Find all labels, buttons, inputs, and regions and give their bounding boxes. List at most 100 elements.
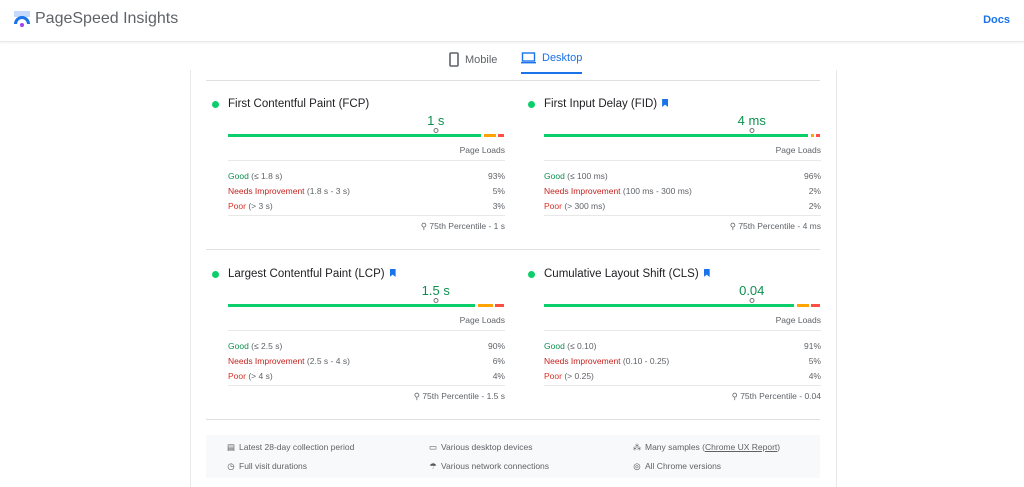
distribution-segment [544,304,795,307]
category-range: (> 0.25) [564,371,594,381]
distribution-segment [484,134,496,137]
category-range: (100 ms - 300 ms) [622,186,692,196]
divider [544,330,821,331]
category-range: (2.5 s - 4 s) [306,356,350,366]
category-range: (≤ 0.10) [567,341,597,351]
distribution-segment [816,134,820,137]
distribution-row: Good (≤ 2.5 s) 90% [228,341,505,351]
tab-label: Mobile [465,53,498,66]
status-dot-icon [212,101,219,108]
distribution-row: Poor (> 0.25) 4% [544,371,821,381]
category-label: Poor [544,371,562,381]
metric-value: 0.04 [739,283,765,298]
page-loads-label: Page Loads [775,315,821,325]
divider [190,70,191,487]
category-percent: 4% [808,371,821,381]
category-percent: 4% [492,371,505,381]
category-label: Poor [228,201,246,211]
info-text: Latest 28-day collection period [239,442,355,452]
category-percent: 5% [492,186,505,196]
category-label: Poor [228,371,246,381]
category-label: Needs Improvement [228,356,305,366]
page-loads-label: Page Loads [775,145,821,155]
status-dot-icon [212,271,219,278]
metric-value: 1.5 s [421,283,450,298]
percentile-marker-icon [433,128,439,133]
metric-title-text: First Input Delay (FID) [544,98,658,110]
metric-card: Cumulative Layout Shift (CLS) 0.04 Page … [522,268,821,401]
percentile-text: 75th Percentile - 1 s [429,221,505,231]
distribution-row: Needs Improvement (0.10 - 0.25) 5% [544,356,821,366]
distribution-row: Poor (> 3 s) 3% [228,201,505,211]
percentile-label: ⚲ 75th Percentile - 1 s [421,221,505,232]
category-percent: 2% [808,186,821,196]
tab-label: Desktop [542,52,583,64]
category-range: (≤ 2.5 s) [251,341,283,351]
divider [206,249,820,250]
percentile-label: ⚲ 75th Percentile - 0.04 [732,391,821,402]
divider [228,160,505,161]
category-label: Good [228,171,249,181]
distribution-row: Good (≤ 100 ms) 96% [544,171,821,181]
info-text: Various desktop devices [441,442,533,452]
distribution-bar [544,128,821,137]
metric-title: Cumulative Layout Shift (CLS) [544,268,710,280]
docs-link[interactable]: Docs [983,14,1010,26]
distribution-row: Poor (> 4 s) 4% [228,371,505,381]
bookmark-icon[interactable] [662,99,669,107]
category-percent: 3% [492,201,505,211]
category-percent: 93% [487,171,505,181]
divider [206,80,820,81]
category-range: (1.8 s - 3 s) [306,186,350,196]
info-item: ▤ Latest 28-day collection period [226,442,354,453]
distribution-segment [497,134,504,137]
devices-icon: ▭ [428,442,438,452]
info-text: Full visit durations [239,461,308,471]
tab-mobile[interactable]: Mobile [449,52,497,67]
brand-title[interactable]: PageSpeed Insights [35,10,179,27]
info-text: Many samples ( [645,442,705,452]
info-text: Various network connections [441,461,550,471]
bookmark-icon[interactable] [389,269,396,277]
metric-card: First Contentful Paint (FCP) 1 s Page Lo… [206,98,505,231]
percentile-text: 75th Percentile - 4 ms [738,221,821,231]
percentile-text: 75th Percentile - 1.5 s [422,391,505,401]
pin-icon: ⚲ [413,391,423,401]
category-range: (≤ 1.8 s) [251,171,283,181]
distribution-segment [478,304,493,307]
desktop-icon [521,52,536,64]
distribution-row: Good (≤ 0.10) 91% [544,341,821,351]
percentile-label: ⚲ 75th Percentile - 4 ms [730,221,821,232]
category-percent: 6% [492,356,505,366]
distribution-segment [494,304,504,307]
bookmark-icon[interactable] [703,269,710,277]
category-label: Good [228,341,249,351]
distribution-segment [810,134,815,137]
category-percent: 2% [808,201,821,211]
divider [544,160,821,161]
category-label: Good [544,171,565,181]
category-label: Needs Improvement [228,186,305,196]
divider [544,215,821,216]
field-data-info: ▤ Latest 28-day collection period ▭ Various… [206,435,820,478]
tab-desktop[interactable]: Desktop [521,52,583,74]
info-text: ) [777,442,781,452]
percentile-marker-icon [749,128,755,133]
percentile-marker-icon [433,298,439,303]
distribution-row: Poor (> 300 ms) 2% [544,201,821,211]
status-dot-icon [528,271,535,278]
info-item: ▭ Various desktop devices [428,442,533,453]
chrome-ux-report-link[interactable]: Chrome UX Report [705,442,778,452]
category-percent: 91% [803,341,821,351]
divider [228,215,505,216]
info-item: ◷ Full visit durations [226,461,307,472]
percentile-text: 75th Percentile - 0.04 [740,391,821,401]
calendar-icon: ▤ [226,442,236,452]
metric-title: First Contentful Paint (FCP) [228,98,369,110]
distribution-row: Needs Improvement (100 ms - 300 ms) 2% [544,186,821,196]
metric-title-text: Largest Contentful Paint (LCP) [228,268,385,280]
pin-icon: ⚲ [420,221,430,231]
percentile-marker-icon [749,298,755,303]
distribution-bar [544,298,821,307]
distribution-segment [544,134,808,137]
